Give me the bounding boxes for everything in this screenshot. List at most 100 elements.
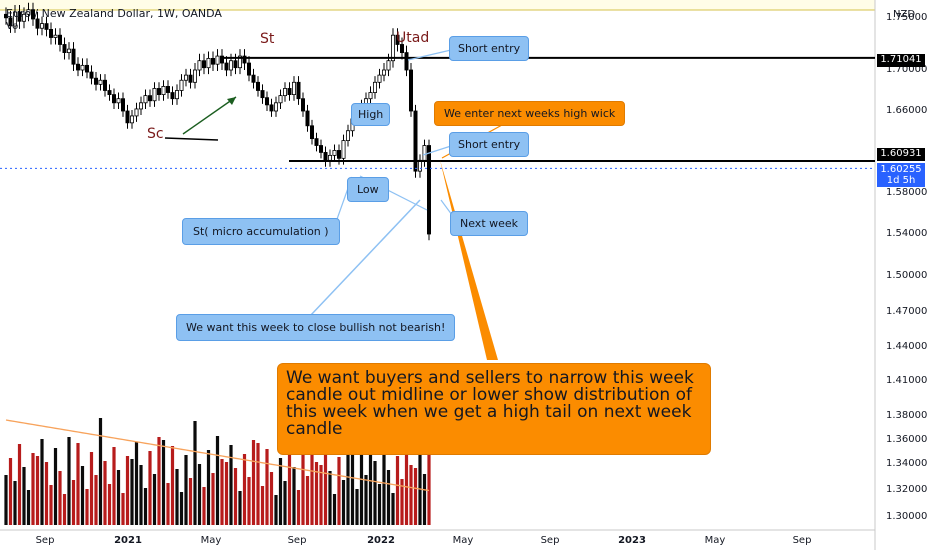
next-wick-callout[interactable]: We enter next weeks high wick: [434, 101, 626, 126]
volume-bar: [296, 490, 301, 525]
high-callout[interactable]: High: [351, 103, 391, 126]
volume-bar: [85, 489, 89, 525]
candle-body: [305, 110, 310, 127]
candle-body: [237, 55, 242, 69]
candle-body: [224, 62, 229, 71]
candle-body: [143, 95, 148, 104]
candle-body: [381, 69, 386, 76]
volume-bar: [53, 448, 58, 525]
candle-body: [255, 81, 260, 91]
chart-title: Euro / New Zealand Dollar, 1W, OANDA: [6, 7, 222, 20]
candle-body: [134, 108, 139, 117]
candle-body: [422, 145, 427, 161]
candle-body: [228, 60, 233, 71]
volume-bar: [247, 477, 251, 525]
volume-bar: [409, 465, 413, 525]
volume-bar: [323, 448, 328, 525]
volume-bar: [301, 453, 305, 525]
next-week-callout[interactable]: Next week: [450, 211, 529, 236]
volume-bar: [89, 452, 94, 525]
volume-bar: [305, 476, 310, 525]
resistance-price-tag: 1.71041: [877, 54, 925, 67]
time-tick-label: 2022: [367, 535, 395, 546]
candle-body: [368, 92, 373, 100]
candle-body: [318, 145, 323, 153]
candle-body: [30, 9, 35, 20]
candle-body: [309, 125, 314, 140]
candle-body: [345, 130, 350, 141]
price-tick-label: 1.66000: [886, 105, 928, 116]
volume-bar: [211, 473, 215, 525]
candle-body: [179, 79, 184, 91]
candle-body: [17, 11, 22, 22]
candle-body: [170, 92, 175, 100]
candle-body: [386, 60, 391, 71]
volume-bar: [260, 486, 265, 525]
candle-body: [80, 64, 85, 71]
current-price-value: 1.60255: [880, 164, 922, 175]
price-tick-label: 1.34000: [886, 458, 928, 469]
volume-bar: [373, 461, 377, 525]
top-band: [0, 0, 875, 10]
volume-bar: [116, 470, 121, 525]
time-tick-label: May: [452, 535, 474, 546]
volume-bar: [341, 480, 346, 525]
volume-bar: [233, 468, 238, 525]
trend-arrow-head: [227, 97, 236, 105]
volume-bar: [170, 446, 175, 525]
short-entry-pointer-top: [407, 49, 452, 61]
volume-bar: [62, 494, 67, 525]
volume-bar: [251, 440, 256, 525]
volume-bar: [400, 479, 404, 525]
candle-body: [201, 60, 206, 69]
candle-body: [67, 48, 72, 53]
current-price-tag: 1.60255 1d 5h: [877, 163, 925, 187]
time-tick-label: May: [200, 535, 222, 546]
price-tick-label: 1.44000: [886, 341, 928, 352]
low-callout[interactable]: Low: [347, 177, 389, 202]
volume-bar: [319, 465, 323, 525]
candle-body: [197, 60, 202, 71]
candle-body: [35, 18, 40, 29]
volume-bar: [382, 427, 386, 525]
volume-bar: [44, 462, 49, 525]
volume-bar: [143, 488, 148, 525]
short-entry-callout-bottom[interactable]: Short entry: [449, 132, 530, 157]
volume-bar: [139, 465, 143, 525]
candle-body: [282, 88, 287, 97]
candle-body: [85, 64, 90, 73]
candle-body: [210, 58, 215, 65]
volume-bar: [175, 469, 179, 525]
candle-body: [341, 140, 346, 159]
price-tick-label: 1.50000: [886, 270, 928, 281]
volume-bar: [67, 437, 71, 525]
candle-body: [21, 13, 26, 22]
candle-body: [323, 152, 328, 161]
volume-bar: [337, 457, 341, 525]
candle-body: [121, 98, 126, 112]
price-tick-label: 1.47000: [886, 306, 928, 317]
time-tick-label: May: [704, 535, 726, 546]
volume-bar: [332, 494, 337, 525]
big-note-callout[interactable]: We want buyers and sellers to narrow thi…: [277, 363, 711, 455]
candle-body: [4, 13, 9, 19]
price-tick-label: 1.75000: [886, 12, 928, 23]
candle-body: [103, 79, 108, 91]
sc-line: [164, 137, 219, 141]
candle-body: [156, 88, 161, 95]
volume-bar: [31, 453, 35, 525]
volume-bar: [287, 424, 292, 525]
volume-bar: [17, 444, 22, 525]
volume-bar: [121, 493, 125, 525]
short-entry-callout-top[interactable]: Short entry: [449, 36, 530, 61]
candle-body: [71, 48, 76, 65]
st-micro-callout[interactable]: St( micro accumulation ): [182, 218, 340, 245]
volume-bar: [350, 446, 355, 525]
candle-body: [161, 86, 166, 96]
candle-body: [206, 58, 211, 69]
candle-body: [147, 95, 152, 102]
price-tick-label: 1.41000: [886, 375, 928, 386]
close-bullish-callout[interactable]: We want this week to close bullish not b…: [176, 314, 456, 341]
price-tick-label: 1.30000: [886, 511, 928, 522]
